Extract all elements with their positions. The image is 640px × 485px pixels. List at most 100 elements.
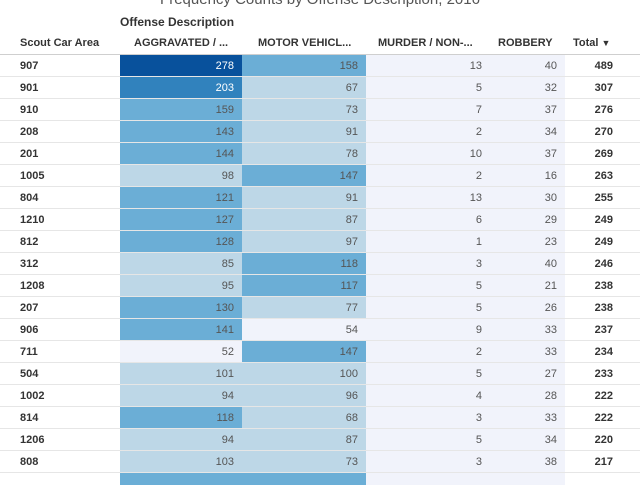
cell-aggravated: 203 [120,77,242,98]
cell-total: 217 [594,455,613,468]
cell-aggravated: 128 [120,231,242,252]
cell-aggravated: 98 [120,165,242,186]
cell-robbery: 33 [490,341,565,362]
cell-robbery: 16 [490,165,565,186]
cell-motor-vehicle: 87 [242,429,366,450]
table-row: 312 85 118 3 40 246 [0,253,640,275]
cell-motor-vehicle: 77 [242,297,366,318]
cell-aggravated: 95 [120,275,242,296]
table-row: 906 141 54 9 33 237 [0,319,640,341]
cell-robbery: 23 [490,231,565,252]
cell-total: 255 [594,191,613,204]
cell-aggravated: 52 [120,341,242,362]
cell-aggravated: 121 [120,187,242,208]
table-row: 812 128 97 1 23 249 [0,231,640,253]
cell-robbery: 28 [490,385,565,406]
cell-robbery: 32 [490,77,565,98]
cell-aggravated: 118 [120,407,242,428]
table-row: 907 278 158 13 40 489 [0,55,640,77]
cell-total: 220 [594,433,613,446]
caret-down-icon[interactable]: ▼ [601,37,611,48]
cell-total: 270 [594,125,613,138]
cell-aggravated: 127 [120,209,242,230]
cell-robbery: 34 [490,121,565,142]
cell-aggravated: 103 [120,451,242,472]
cell-murder: 2 [366,165,490,186]
pivot-table: Scout Car Area AGGRAVATED / ... MOTOR VE… [0,31,640,485]
cell-murder: 3 [366,407,490,428]
cell-murder: 5 [366,297,490,318]
cell-motor-vehicle: 87 [242,209,366,230]
cell-motor-vehicle: 96 [242,385,366,406]
table-row: 808 103 73 3 38 217 [0,451,640,473]
partial-row [0,473,640,485]
cell-aggravated: 94 [120,429,242,450]
cell-motor-vehicle: 147 [242,341,366,362]
cell-scout-car-area: 711 [20,345,38,358]
cell-scout-car-area: 1206 [20,433,45,446]
cell-total: 307 [594,81,613,94]
cell-total: 246 [594,257,613,270]
table-row: 208 143 91 2 34 270 [0,121,640,143]
header-total[interactable]: Total ▼ [565,37,615,49]
cell-total: 276 [594,103,613,116]
cell-robbery: 38 [490,451,565,472]
cell-scout-car-area: 1005 [20,169,45,182]
cell-scout-car-area: 814 [20,411,39,424]
cell-total: 263 [594,169,613,182]
cell-motor-vehicle: 91 [242,121,366,142]
table-row: 804 121 91 13 30 255 [0,187,640,209]
cell-scout-car-area: 208 [20,125,39,138]
cell-scout-car-area: 201 [20,147,39,160]
cell-scout-car-area: 312 [20,257,39,270]
header-row: Scout Car Area AGGRAVATED / ... MOTOR VE… [0,31,640,55]
cell-scout-car-area: 1002 [20,389,45,402]
cell-scout-car-area: 504 [20,367,39,380]
cell-total: 489 [594,59,613,72]
cell-murder: 2 [366,121,490,142]
table-body: 907 278 158 13 40 489 901 203 67 5 32 307 910 159 73 7 3… [0,55,640,473]
cell-aggravated: 143 [120,121,242,142]
header-motor-vehicle[interactable]: MOTOR VEHICL... [258,36,352,49]
cell-motor-vehicle: 158 [242,55,366,76]
cell-total: 233 [594,367,613,380]
cell-robbery: 34 [490,429,565,450]
cell-murder: 9 [366,319,490,340]
cell-motor-vehicle: 54 [242,319,366,340]
header-murder[interactable]: MURDER / NON-... [378,36,473,49]
cell-aggravated: 94 [120,385,242,406]
cell-robbery: 33 [490,319,565,340]
cell-motor-vehicle: 73 [242,99,366,120]
cell-total: 222 [594,389,613,402]
header-scout-car-area[interactable]: Scout Car Area [20,36,100,49]
cell-motor-vehicle: 97 [242,231,366,252]
cell-scout-car-area: 906 [20,323,39,336]
table-row: 1208 95 117 5 21 238 [0,275,640,297]
cell-total: 222 [594,411,613,424]
cell-total: 238 [594,301,613,314]
cell-motor-vehicle: 147 [242,165,366,186]
table-row: 901 203 67 5 32 307 [0,77,640,99]
cell-robbery: 37 [490,143,565,164]
cell-motor-vehicle: 68 [242,407,366,428]
cell-aggravated: 159 [120,99,242,120]
table-row: 711 52 147 2 33 234 [0,341,640,363]
cell-murder: 4 [366,385,490,406]
cell-motor-vehicle: 118 [242,253,366,274]
header-aggravated[interactable]: AGGRAVATED / ... [134,36,229,49]
cell-aggravated: 85 [120,253,242,274]
cell-robbery: 26 [490,297,565,318]
cell-motor-vehicle: 117 [242,275,366,296]
cell-scout-car-area: 907 [20,59,39,72]
cell-robbery: 40 [490,253,565,274]
header-robbery[interactable]: ROBBERY [498,36,553,49]
cell-scout-car-area: 1208 [20,279,45,292]
table-row: 504 101 100 5 27 233 [0,363,640,385]
cell-murder: 2 [366,341,490,362]
cell-robbery: 27 [490,363,565,384]
table-row: 207 130 77 5 26 238 [0,297,640,319]
cell-total: 234 [594,345,613,358]
table-row: 1005 98 147 2 16 263 [0,165,640,187]
column-group-header: Offense Description [120,15,235,29]
table-row: 1210 127 87 6 29 249 [0,209,640,231]
